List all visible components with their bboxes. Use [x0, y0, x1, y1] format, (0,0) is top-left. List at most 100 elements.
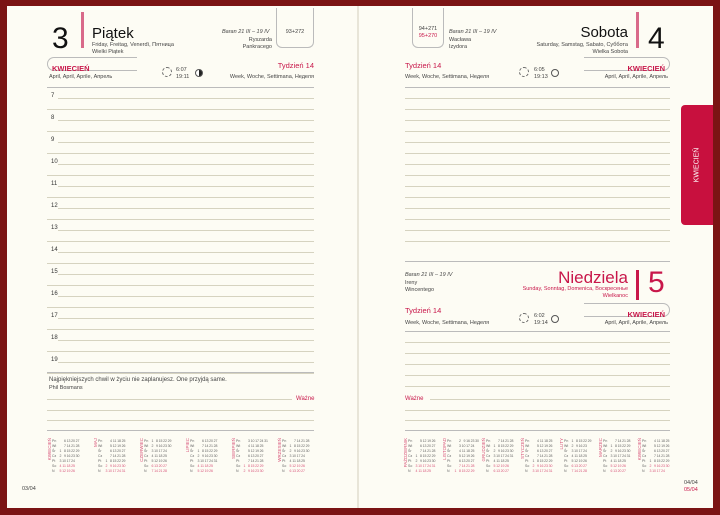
calendar-day: 6	[654, 449, 656, 453]
month-pill: KWIECIEŃ	[584, 57, 670, 73]
calendar-day: 27	[622, 469, 626, 473]
weekday-label: Pt	[190, 459, 194, 463]
hour-label: 9	[51, 137, 55, 143]
day-number: 5	[648, 266, 665, 299]
weekday-label: Śr	[190, 449, 194, 453]
writing-line	[405, 375, 670, 376]
calendar-day: 15	[656, 459, 661, 463]
writing-line	[405, 153, 670, 154]
calendar-day: 3	[105, 469, 108, 473]
calendar-day: 6	[151, 464, 154, 468]
calendar-day: 22	[544, 459, 548, 463]
calendar-day: 24	[209, 459, 213, 463]
calendar-day: 12	[496, 464, 500, 468]
calendar-day: 17	[422, 464, 427, 468]
writing-line	[405, 342, 670, 343]
calendar-day: 30	[305, 449, 310, 453]
calendar-day: 4	[493, 459, 496, 463]
mini-calendar: KWIECIEŃ Pn 6 13 20 27 Wt 7 14 21 28 Śr 1 8 15 22 29 Cz 2 9…	[47, 436, 84, 478]
calendar-day: 6	[610, 469, 613, 473]
weekday-label: So	[564, 464, 569, 468]
calendar-day: 9	[110, 464, 112, 468]
calendar-day: 21	[578, 469, 583, 473]
calendar-day: 9	[202, 454, 204, 458]
calendar-day: 16	[112, 464, 117, 468]
calendar-day: 21	[255, 459, 259, 463]
calendar-day: 6	[459, 459, 461, 463]
writing-line	[47, 399, 292, 400]
calendar-day: 6	[537, 449, 539, 453]
calendar-day: 29	[259, 464, 264, 468]
calendar-day: 31	[264, 439, 268, 443]
calendar-day: 11	[154, 454, 158, 458]
calendar-day: 25	[470, 449, 475, 453]
calendar-day: 31	[431, 464, 436, 468]
calendar-day: 18	[578, 454, 583, 458]
calendar-day: 19	[255, 449, 259, 453]
calendar-day: 7	[248, 459, 250, 463]
mini-calendar: LUTY Pn 1 8 15 22 29 Wt 2 9 16 23 Śr 3 10 17 24 Cz 4 11 18 25…	[559, 436, 596, 478]
writing-line	[405, 410, 670, 411]
calendar-day: 26	[583, 459, 587, 463]
writing-line	[47, 351, 314, 352]
calendar-day: 13	[250, 454, 255, 458]
calendar-day: 23	[427, 459, 431, 463]
calendar-day: 30	[121, 464, 126, 468]
calendar-day: 14	[617, 439, 622, 443]
writing-line	[47, 430, 314, 431]
calendar-day: 14	[422, 449, 427, 453]
weekday-label: Pn	[525, 439, 530, 443]
writing-line	[47, 153, 314, 154]
calendar-day: 23	[470, 439, 475, 443]
calendar-day: 11	[418, 469, 422, 473]
month-tab[interactable]: KWIECIEŃ	[681, 105, 713, 225]
calendar-day: 26	[163, 459, 167, 463]
weekday-label: Pn	[408, 439, 413, 443]
calendar-day: 14	[656, 454, 661, 458]
mini-calendar: GRUDZIEŃ Pn 7 14 21 28 Wt 1 8 15 22 29 Śr 2 9 16 23 30 Cz 3…	[481, 436, 518, 478]
weekday-label: Wt	[525, 444, 530, 448]
calendar-day: 4	[571, 454, 574, 458]
calendar-day: 27	[213, 439, 218, 443]
calendar-day: 13	[539, 449, 544, 453]
weekday-label: Wt	[564, 444, 569, 448]
writing-line	[405, 186, 670, 187]
weekday-label: N	[447, 469, 450, 473]
calendar-day: 2	[571, 444, 574, 448]
writing-line	[47, 219, 314, 220]
calendar-day: 2	[289, 449, 292, 453]
month-tab-label: KWIECIEŃ	[693, 147, 701, 183]
calendar-day: 6	[248, 454, 250, 458]
calendar-day: 14	[250, 459, 255, 463]
calendar-day: 13	[204, 439, 209, 443]
hour-label: 8	[51, 115, 55, 121]
weekday-label: Pn	[447, 439, 452, 443]
calendar-day: 20	[661, 449, 665, 453]
calendar-day: 18	[204, 464, 209, 468]
calendar-day: 30	[431, 459, 436, 463]
calendar-day: 4	[197, 464, 200, 468]
calendar-day: 26	[505, 464, 509, 468]
nameday: Izydora	[449, 44, 468, 50]
calendar-day: 19	[466, 454, 470, 458]
calendar-day: 29	[665, 459, 670, 463]
calendar-day: 17	[500, 454, 505, 458]
calendar-day: 30	[626, 449, 631, 453]
weekday-label: Wt	[52, 444, 57, 448]
weekday-label: So	[642, 464, 647, 468]
accent-bar	[81, 12, 84, 48]
calendar-day: 16	[296, 449, 301, 453]
calendar-day: 4	[610, 459, 613, 463]
writing-line	[405, 208, 670, 209]
calendar-day: 28	[626, 439, 631, 443]
calendar-day: 5	[459, 454, 461, 458]
calendar-day: 21	[117, 454, 121, 458]
calendar-day: 20	[117, 449, 121, 453]
calendar-day: 4	[110, 439, 112, 443]
calendar-day: 1	[289, 444, 292, 448]
calendar-day: 18	[466, 449, 470, 453]
calendar-day: 10	[418, 464, 422, 468]
weekday-label: Pt	[564, 459, 568, 463]
calendar-day: 7	[654, 454, 656, 458]
writing-line	[405, 420, 670, 421]
